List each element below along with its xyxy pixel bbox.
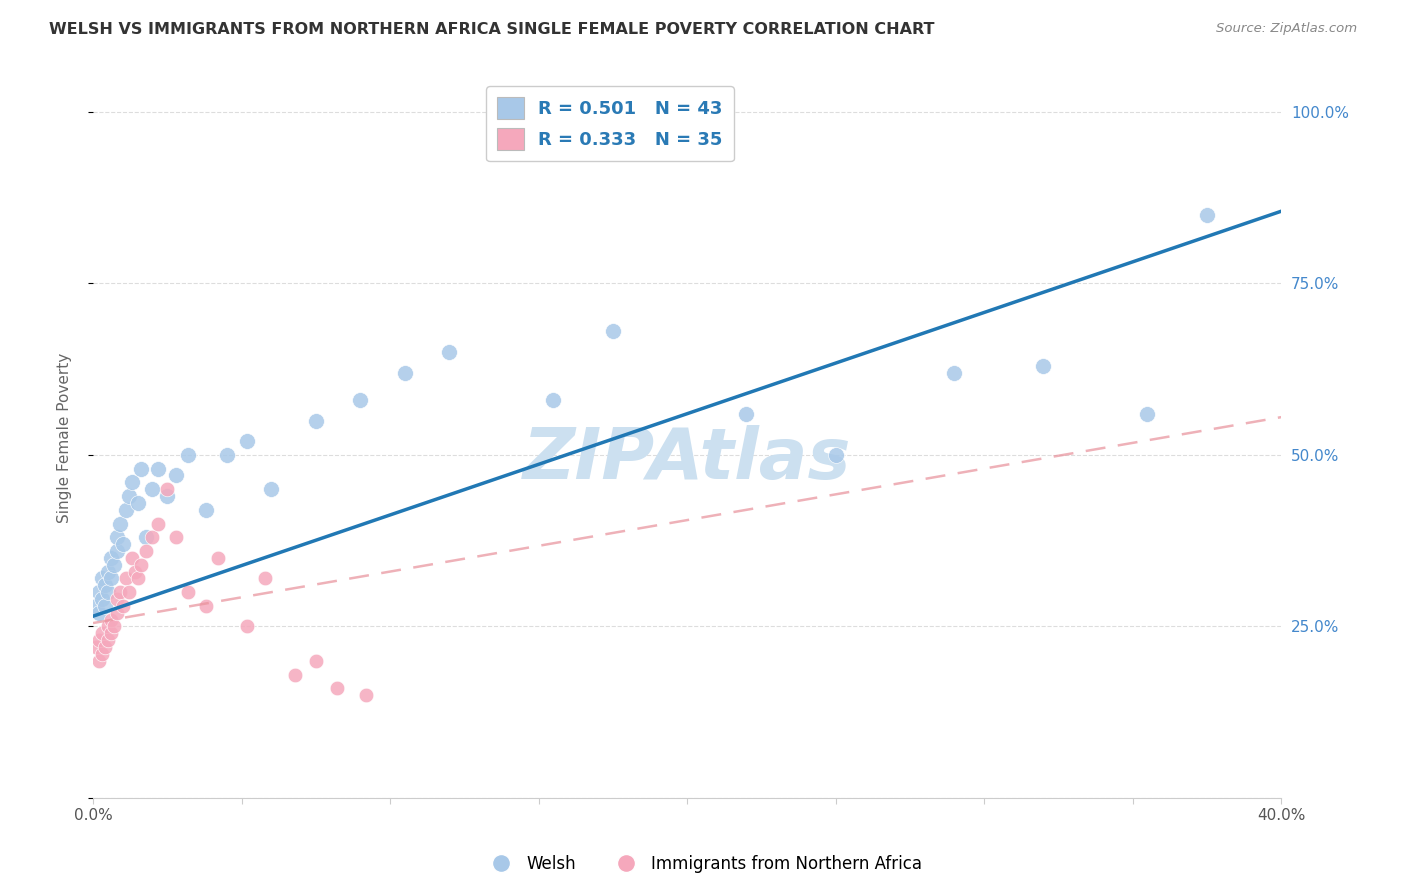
Point	[148, 461, 170, 475]
Point	[305, 654, 328, 668]
Y-axis label: Single Female Poverty: Single Female Poverty	[58, 352, 72, 523]
Point	[100, 613, 122, 627]
Point	[111, 599, 134, 613]
Point	[94, 578, 117, 592]
Point	[236, 619, 259, 633]
Point	[97, 633, 120, 648]
Point	[1195, 208, 1218, 222]
Point	[84, 599, 107, 613]
Point	[356, 688, 378, 702]
Point	[118, 585, 141, 599]
Point	[194, 503, 217, 517]
Point	[305, 414, 328, 428]
Point	[97, 585, 120, 599]
Point	[165, 530, 187, 544]
Point	[90, 592, 112, 607]
Point	[148, 516, 170, 531]
Point	[97, 565, 120, 579]
Point	[260, 482, 283, 496]
Point	[103, 619, 125, 633]
Point	[100, 626, 122, 640]
Point	[108, 585, 131, 599]
Point	[103, 558, 125, 572]
Point	[87, 606, 110, 620]
Point	[349, 392, 371, 407]
Point	[100, 571, 122, 585]
Point	[394, 366, 416, 380]
Point	[129, 558, 152, 572]
Point	[108, 516, 131, 531]
Point	[118, 489, 141, 503]
Point	[325, 681, 347, 696]
Point	[121, 475, 143, 490]
Point	[105, 544, 128, 558]
Point	[87, 585, 110, 599]
Point	[124, 565, 146, 579]
Point	[105, 592, 128, 607]
Point	[127, 496, 149, 510]
Point	[90, 647, 112, 661]
Point	[105, 530, 128, 544]
Point	[87, 633, 110, 648]
Text: ZIPAtlas: ZIPAtlas	[523, 425, 851, 494]
Point	[602, 324, 624, 338]
Text: WELSH VS IMMIGRANTS FROM NORTHERN AFRICA SINGLE FEMALE POVERTY CORRELATION CHART: WELSH VS IMMIGRANTS FROM NORTHERN AFRICA…	[49, 22, 935, 37]
Point	[111, 537, 134, 551]
Point	[121, 550, 143, 565]
Point	[543, 392, 565, 407]
Point	[141, 482, 163, 496]
Point	[87, 654, 110, 668]
Point	[90, 571, 112, 585]
Point	[1136, 407, 1159, 421]
Point	[1032, 359, 1054, 373]
Legend: R = 0.501   N = 43, R = 0.333   N = 35: R = 0.501 N = 43, R = 0.333 N = 35	[486, 87, 734, 161]
Point	[254, 571, 277, 585]
Point	[824, 448, 846, 462]
Point	[141, 530, 163, 544]
Point	[177, 448, 200, 462]
Point	[215, 448, 238, 462]
Point	[236, 434, 259, 449]
Legend: Welsh, Immigrants from Northern Africa: Welsh, Immigrants from Northern Africa	[478, 848, 928, 880]
Point	[94, 640, 117, 654]
Point	[100, 550, 122, 565]
Point	[114, 571, 136, 585]
Point	[105, 606, 128, 620]
Point	[439, 345, 461, 359]
Point	[207, 550, 229, 565]
Point	[90, 626, 112, 640]
Point	[165, 468, 187, 483]
Point	[156, 482, 179, 496]
Point	[97, 619, 120, 633]
Point	[284, 667, 307, 681]
Point	[129, 461, 152, 475]
Point	[735, 407, 758, 421]
Point	[135, 530, 157, 544]
Point	[114, 503, 136, 517]
Text: Source: ZipAtlas.com: Source: ZipAtlas.com	[1216, 22, 1357, 36]
Point	[943, 366, 966, 380]
Point	[177, 585, 200, 599]
Point	[94, 599, 117, 613]
Point	[135, 544, 157, 558]
Point	[156, 489, 179, 503]
Point	[194, 599, 217, 613]
Point	[127, 571, 149, 585]
Point	[84, 640, 107, 654]
